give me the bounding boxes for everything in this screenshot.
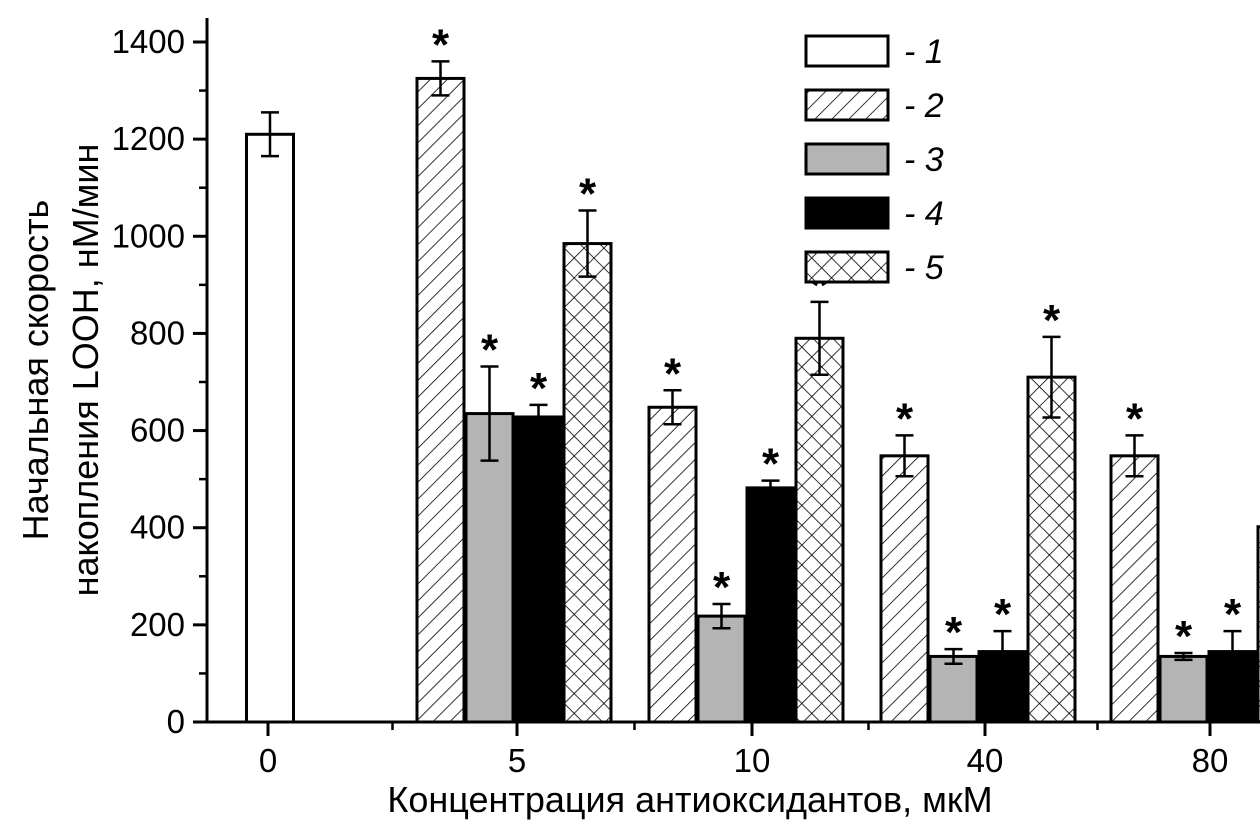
significance-marker: *: [1224, 590, 1242, 639]
bar: [794, 336, 845, 724]
x-tick-label: 5: [508, 742, 526, 779]
legend-label: - 3: [904, 141, 944, 179]
significance-marker: *: [432, 20, 450, 69]
significance-marker: *: [762, 440, 780, 489]
legend-label: - 5: [904, 249, 944, 287]
legend-label: - 2: [904, 87, 944, 125]
legend-swatch: [804, 88, 890, 122]
legend-swatch: [804, 196, 890, 230]
significance-marker: *: [994, 590, 1012, 639]
x-tick-label: 10: [734, 742, 771, 779]
x-tick-label: 0: [259, 742, 277, 779]
bar: [245, 132, 295, 724]
bar: [928, 654, 979, 724]
bar: [1158, 654, 1209, 724]
bar: [1026, 375, 1077, 724]
y-axis-title: Начальная скорость накопления LOOH, нМ/ми…: [15, 144, 106, 597]
significance-marker: *: [1126, 394, 1144, 443]
significance-marker: *: [713, 563, 731, 612]
y-axis-title-line: Начальная скорость: [15, 200, 56, 541]
y-tick-label: 1400: [112, 23, 185, 60]
y-tick-label: 0: [167, 703, 185, 740]
bar: [513, 415, 564, 724]
bar: [696, 614, 747, 724]
x-tick-label: 40: [967, 742, 1004, 779]
legend: - 1 - 2 - 3 - 4 - 5: [804, 33, 944, 287]
bar: [1109, 454, 1160, 724]
y-tick-label: 1200: [112, 120, 185, 157]
bar: [415, 76, 466, 724]
legend-label: - 4: [904, 195, 944, 233]
y-tick-label: 1000: [112, 217, 185, 254]
x-tick-label: 80: [1192, 742, 1229, 779]
significance-marker: *: [1175, 612, 1193, 661]
y-tick-label: 800: [130, 314, 185, 351]
bar: [1256, 525, 1260, 724]
bar: [562, 242, 613, 724]
bar: [647, 405, 698, 724]
legend-swatch: [804, 34, 890, 68]
y-tick-label: 400: [130, 509, 185, 546]
bar: [879, 454, 930, 724]
x-axis-title: Концентрация антиоксидантов, мкМ: [387, 779, 992, 820]
significance-marker: *: [945, 608, 963, 657]
bars: ****************: [245, 20, 1260, 724]
legend-swatch: [804, 250, 890, 284]
significance-marker: *: [530, 364, 548, 413]
significance-marker: *: [664, 349, 682, 398]
significance-marker: *: [896, 394, 914, 443]
significance-marker: *: [579, 170, 597, 219]
bar: [745, 486, 796, 724]
axes: 0 200 400 600 800 1000 1200 1400 0 5 10 40 80 Концент…: [15, 18, 1240, 820]
y-tick-label: 200: [130, 606, 185, 643]
bar: [464, 412, 515, 724]
legend-swatch: [804, 142, 890, 176]
y-axis-title-line: накопления LOOH, нМ/мин: [65, 144, 106, 597]
significance-marker: *: [1043, 296, 1061, 345]
legend-label: - 1: [904, 33, 944, 71]
y-tick-label: 600: [130, 412, 185, 449]
significance-marker: *: [481, 325, 499, 374]
